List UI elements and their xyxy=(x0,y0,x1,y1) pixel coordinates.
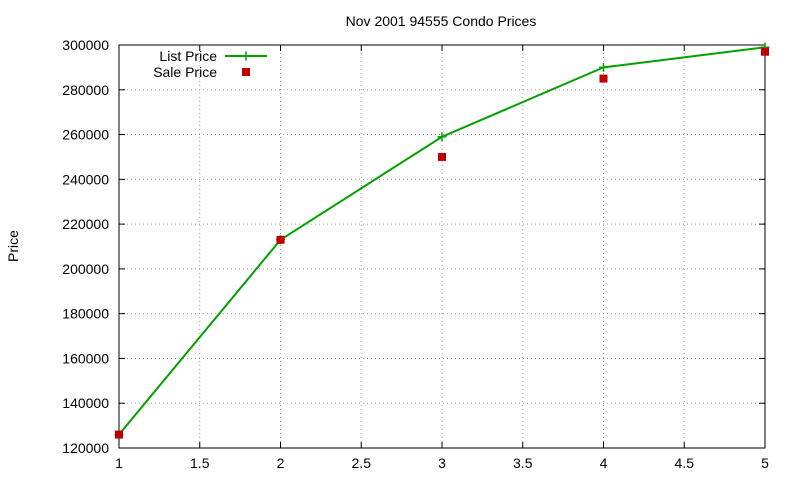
y-tick-label: 220000 xyxy=(62,216,109,232)
y-axis-label: Price xyxy=(5,230,21,262)
legend-square-swatch xyxy=(242,68,250,76)
x-tick-label: 3.5 xyxy=(513,455,533,471)
sale-price-point xyxy=(761,47,769,56)
legend-label: Sale Price xyxy=(153,64,217,80)
y-tick-label: 240000 xyxy=(62,171,109,187)
y-tick-label: 300000 xyxy=(62,37,109,53)
list-price-point xyxy=(437,132,447,142)
list-price-point xyxy=(599,62,608,72)
x-tick-label: 1 xyxy=(115,455,123,471)
y-tick-label: 200000 xyxy=(62,261,109,277)
chart-title: Nov 2001 94555 Condo Prices xyxy=(346,13,537,29)
x-tick-label: 4.5 xyxy=(675,455,695,471)
y-tick-label: 120000 xyxy=(62,440,109,456)
legend-plus-swatch xyxy=(241,51,251,61)
y-tick-label: 160000 xyxy=(62,350,109,366)
x-tick-label: 3 xyxy=(438,455,446,471)
sale-price-point xyxy=(438,152,446,161)
y-tick-label: 140000 xyxy=(62,395,109,411)
y-tick-label: 280000 xyxy=(62,82,109,98)
sale-price-point xyxy=(599,74,608,83)
series-marks xyxy=(114,42,770,440)
x-tick-label: 1.5 xyxy=(190,455,210,471)
x-tick-label: 5 xyxy=(761,455,769,471)
legend-label: List Price xyxy=(159,48,217,64)
sale-price-point xyxy=(276,235,285,244)
sale-price-point xyxy=(115,430,123,439)
x-tick-label: 4 xyxy=(600,455,608,471)
y-tick-label: 260000 xyxy=(62,127,109,143)
x-tick-label: 2.5 xyxy=(352,455,372,471)
grid-lines xyxy=(119,45,765,448)
y-tick-label: 180000 xyxy=(62,306,109,322)
x-tick-label: 2 xyxy=(277,455,285,471)
series-1 xyxy=(115,47,769,439)
axis-ticks: 1 1.5 2 2.5 3 3.5 4 4.5 5 120000 140000 160000 18000… xyxy=(62,37,769,471)
series-0 xyxy=(114,42,770,440)
